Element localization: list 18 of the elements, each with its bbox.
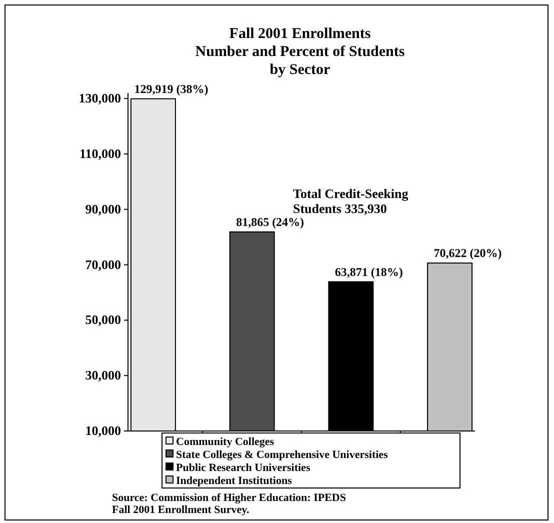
legend-label: Community Colleges — [176, 436, 275, 448]
y-tick-label: 50,000 — [85, 312, 121, 328]
y-tick-label: 110,000 — [79, 146, 121, 161]
y-tick-label: 130,000 — [78, 90, 121, 106]
chart-title: Fall 2001 Enrollments Number and Percent of Students by Sector — [195, 26, 405, 78]
legend-label: Public Research Universities — [176, 462, 311, 474]
y-tick-label: 10,000 — [85, 423, 121, 438]
data-label: 63,871 (18%) — [334, 264, 403, 279]
data-label: 81,865 (24%) — [236, 214, 304, 229]
source-note: Source: Commission of Higher Education: IPEDS Fall 2001 Enrollment Survey. — [112, 492, 346, 516]
legend-label: State Colleges & Comprehensive Universities — [176, 449, 389, 461]
data-label: 70,622 (20%) — [434, 246, 502, 260]
data-label: 129,919 (38%) — [134, 82, 208, 96]
legend-label: Independent Institutions — [176, 475, 293, 487]
y-tick-label: 30,000 — [85, 368, 121, 383]
y-tick-label: 70,000 — [85, 256, 121, 272]
annotation: Total Credit-Seeking Students 335,930 — [293, 186, 409, 216]
y-tick-label: 90,000 — [85, 201, 121, 216]
